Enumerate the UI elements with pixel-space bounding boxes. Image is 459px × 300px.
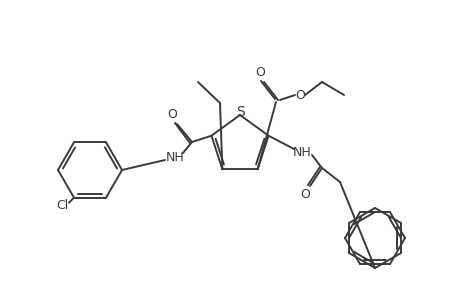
Text: O: O — [294, 88, 304, 101]
Text: NH: NH — [165, 151, 184, 164]
Text: Cl: Cl — [56, 199, 68, 212]
Text: O: O — [167, 107, 177, 121]
Text: S: S — [236, 105, 245, 119]
Text: O: O — [299, 188, 309, 200]
Text: O: O — [254, 65, 264, 79]
Text: NH: NH — [292, 146, 311, 158]
